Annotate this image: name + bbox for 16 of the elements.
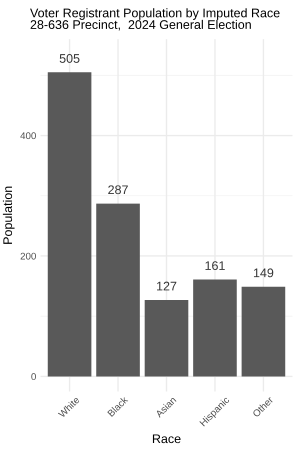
y-tick-label: 0 [31,373,36,380]
y-axis-title: Population [2,186,15,244]
x-axis-title: Race [152,434,181,444]
bar [193,279,237,376]
chart-title: Voter Registrant Population by Imputed Race 28-636 Precinct, 2024 General Election [30,8,280,31]
data-label: 149 [254,268,274,278]
bar [242,286,286,376]
bar [96,204,140,376]
y-tick-label: 400 [20,132,36,140]
y-tick-label: 200 [20,252,36,260]
data-label: 161 [205,261,225,270]
bar [144,300,188,376]
bar [48,72,92,376]
data-label: 287 [108,185,128,194]
data-label: 505 [60,54,80,63]
data-label: 127 [157,282,176,290]
